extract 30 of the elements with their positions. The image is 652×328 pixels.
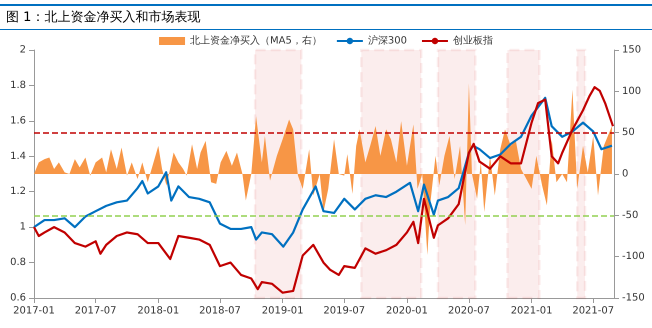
x-tick-label: 2020-01 (386, 306, 428, 316)
x-tick-label: 2017-07 (74, 306, 117, 316)
y2-tick-label: -150 (622, 292, 645, 304)
y2-tick-label: -100 (622, 251, 645, 262)
y-tick-label: 1.6 (10, 115, 26, 126)
y-tick-label: 1.8 (10, 80, 26, 91)
y-tick-label: 0.8 (10, 257, 26, 268)
x-tick-label: 2021-01 (510, 306, 552, 316)
y-tick-label: 0.6 (10, 292, 26, 304)
x-tick-label: 2018-07 (199, 306, 241, 316)
legend-label: 创业板指 (452, 34, 493, 46)
x-tick-label: 2020-07 (448, 306, 490, 316)
y2-tick-label: -50 (622, 210, 638, 221)
line-series (32, 86, 614, 294)
y-tick-label: 2 (20, 44, 26, 56)
y-tick-label: 1.4 (10, 150, 26, 162)
chart-title: 图 1：北上资金净买入和市场表现 (0, 4, 652, 30)
y-tick-label: 1.2 (10, 186, 26, 198)
legend-label: 北上资金净买入（MA5，右） (190, 34, 322, 46)
x-tick-label: 2019-07 (323, 306, 366, 316)
x-tick-label: 2017-01 (13, 306, 55, 316)
y-tick-label: 1 (20, 222, 26, 233)
y2-tick-label: 0 (622, 168, 628, 180)
x-tick-label: 2021-07 (572, 306, 614, 316)
y2-tick-label: 50 (622, 127, 635, 138)
y2-tick-label: 150 (622, 44, 642, 56)
x-tick-label: 2019-01 (262, 306, 304, 316)
x-tick-label: 2018-01 (137, 306, 180, 316)
y2-tick-label: 100 (622, 86, 642, 97)
legend-label: 沪深300 (368, 34, 407, 46)
